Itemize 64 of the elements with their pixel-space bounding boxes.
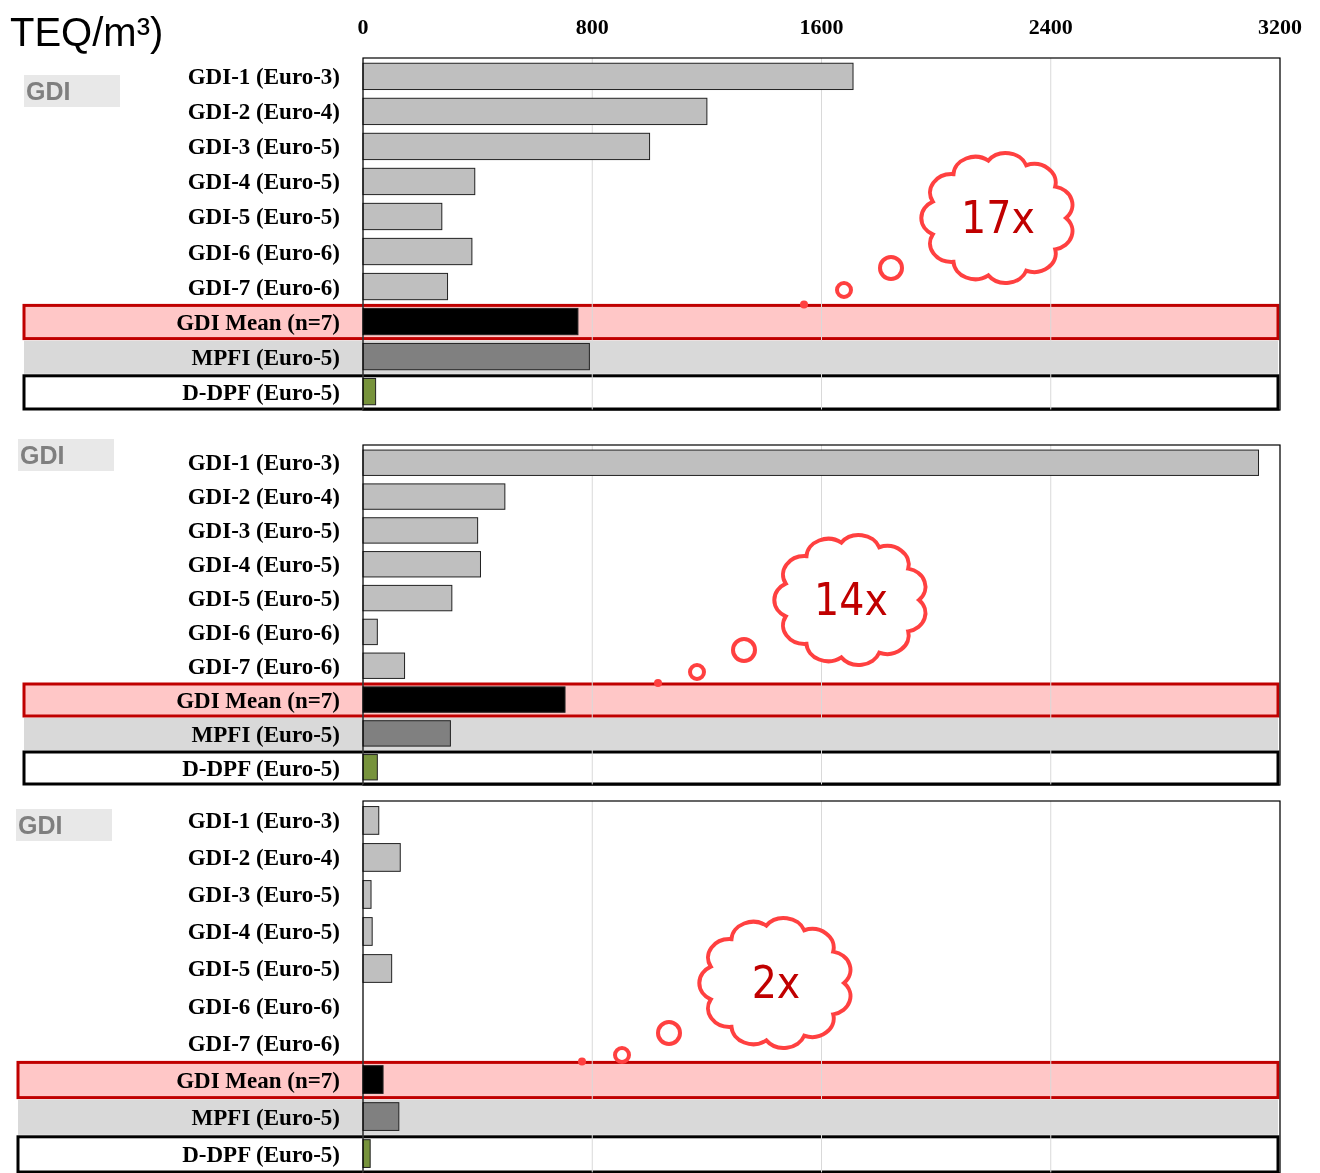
- y-tick-label: GDI Mean (n=7): [176, 688, 340, 714]
- y-tick-label: D-DPF (Euro-5): [182, 1142, 340, 1168]
- bar: [362, 62, 854, 91]
- y-tick-label: GDI-1 (Euro-3): [187, 450, 340, 476]
- y-tick-label: GDI-5 (Euro-5): [187, 956, 340, 982]
- y-tick-label: GDI-2 (Euro-4): [187, 484, 340, 510]
- bar: [362, 584, 453, 612]
- y-tick-label: GDI-6 (Euro-6): [187, 993, 340, 1019]
- bar: [362, 843, 401, 872]
- y-tick-label: GDI-3 (Euro-5): [187, 882, 340, 908]
- y-tick-label: GDI-1 (Euro-3): [187, 63, 340, 89]
- bar: [362, 806, 380, 835]
- y-tick-label: MPFI (Euro-5): [191, 722, 340, 748]
- x-tick-label: 2400: [1028, 14, 1073, 39]
- text: GDI: [20, 441, 65, 469]
- y-tick-label: GDI-6 (Euro-6): [187, 239, 340, 265]
- y-tick-label: GDI-4 (Euro-5): [187, 552, 340, 578]
- bar: [362, 880, 372, 909]
- bar: [362, 618, 378, 646]
- x-axis-title: TEQ/m³): [10, 10, 164, 54]
- x-tick-label: 0: [357, 14, 369, 39]
- bar: [362, 167, 476, 196]
- x-tick-label: 800: [575, 14, 609, 39]
- bar: [362, 97, 708, 126]
- text: GDI: [26, 77, 71, 105]
- bar: [362, 652, 406, 679]
- bar: [362, 237, 473, 266]
- bar: [362, 954, 393, 983]
- y-tick-label: D-DPF (Euro-5): [182, 380, 340, 406]
- bar: [362, 551, 481, 578]
- y-tick-label: GDI-7 (Euro-6): [187, 274, 340, 300]
- bar: [362, 483, 506, 510]
- y-tick-label: GDI-3 (Euro-5): [187, 518, 340, 544]
- bar: [362, 272, 449, 301]
- bar: [362, 1102, 400, 1131]
- y-tick-label: GDI-5 (Euro-5): [187, 204, 340, 230]
- text: GDI: [18, 811, 63, 839]
- y-tick-label: D-DPF (Euro-5): [182, 756, 340, 782]
- y-tick-label: GDI Mean (n=7): [176, 1068, 340, 1094]
- bar: [362, 202, 443, 231]
- y-tick-label: GDI-7 (Euro-6): [187, 654, 340, 680]
- bar: [362, 132, 651, 161]
- x-tick-label: 3200: [1258, 14, 1302, 39]
- x-tick-label: 1600: [799, 14, 844, 39]
- y-tick-label: GDI-2 (Euro-4): [187, 98, 340, 124]
- y-tick-label: GDI-4 (Euro-5): [187, 169, 340, 195]
- annotation: 2x: [751, 957, 801, 1009]
- y-tick-label: GDI-5 (Euro-5): [187, 586, 340, 612]
- bar: [362, 720, 451, 747]
- bar: [362, 449, 1260, 476]
- bar: [362, 342, 590, 371]
- annotation: 14x: [814, 574, 888, 626]
- y-tick-label: MPFI (Euro-5): [191, 345, 340, 371]
- y-tick-label: GDI-3 (Euro-5): [187, 134, 340, 160]
- y-tick-label: GDI Mean (n=7): [176, 310, 340, 336]
- y-tick-label: MPFI (Euro-5): [191, 1105, 340, 1131]
- y-tick-label: GDI-7 (Euro-6): [187, 1030, 340, 1056]
- y-tick-label: GDI-6 (Euro-6): [187, 620, 340, 646]
- annotation: 17x: [961, 192, 1035, 244]
- bar: [362, 754, 378, 781]
- y-tick-label: GDI-2 (Euro-4): [187, 844, 340, 870]
- bar: [362, 517, 479, 544]
- y-tick-label: GDI-1 (Euro-3): [187, 807, 340, 833]
- y-tick-label: GDI-4 (Euro-5): [187, 919, 340, 945]
